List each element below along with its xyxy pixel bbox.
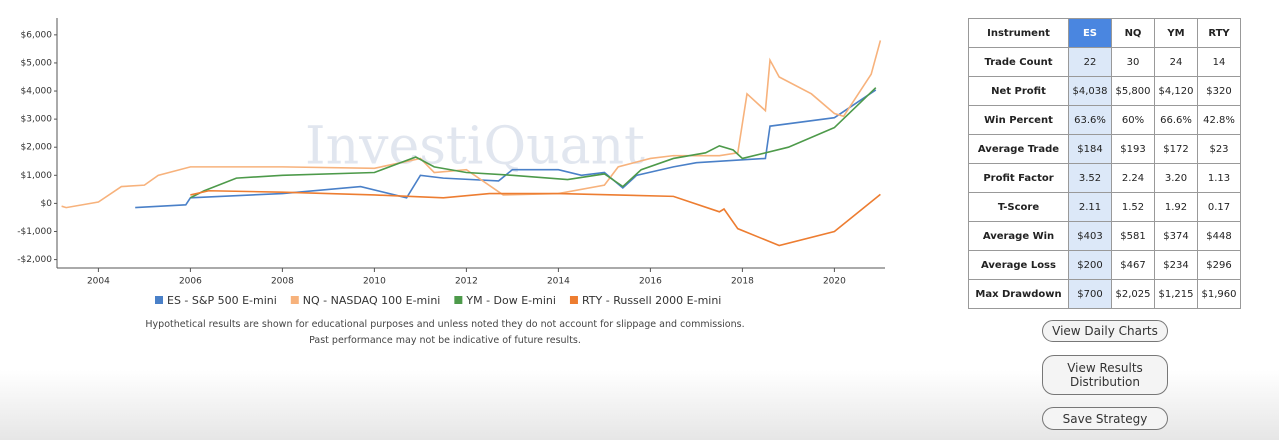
y-tick-label: $3,000 <box>21 115 53 125</box>
table-row: Win Percent 63.6% 60% 66.6% 42.8% <box>968 105 1241 135</box>
table-cell: 1.52 <box>1111 192 1155 222</box>
table-cell: $296 <box>1197 250 1241 280</box>
table-cell: Instrument <box>968 18 1069 48</box>
table-cell: 30 <box>1111 47 1155 77</box>
table-cell: $172 <box>1154 134 1198 164</box>
table-cell: $23 <box>1197 134 1241 164</box>
table-cell: 1.92 <box>1154 192 1198 222</box>
table-cell: $2,025 <box>1111 279 1155 309</box>
disclaimer: Past performance may not be indicative o… <box>309 335 581 346</box>
x-tick-label: 2018 <box>731 277 754 287</box>
table-cell: 2.24 <box>1111 163 1155 193</box>
y-tick-label: $5,000 <box>21 58 53 68</box>
y-tick-label: -$1,000 <box>17 227 52 237</box>
series-line <box>190 87 877 199</box>
table-cell: $700 <box>1068 279 1112 309</box>
y-tick-label: $6,000 <box>21 30 53 40</box>
legend-swatch <box>155 296 163 304</box>
legend-label: YM - Dow E-mini <box>465 294 556 307</box>
table-cell: 24 <box>1154 47 1198 77</box>
table-cell: NQ <box>1111 18 1155 48</box>
table-cell: 60% <box>1111 105 1155 135</box>
table-cell: $1,215 <box>1154 279 1198 309</box>
y-tick-label: $2,000 <box>21 143 53 153</box>
results-table: Instrument ES NQ YM RTY Trade Count 22 30 24 14 Ne… <box>968 18 1241 309</box>
table-cell: $234 <box>1154 250 1198 280</box>
table-cell: 0.17 <box>1197 192 1241 222</box>
table-cell: Average Loss <box>968 250 1069 280</box>
disclaimer: Hypothetical results are shown for educa… <box>145 319 745 330</box>
x-tick-label: 2014 <box>547 277 570 287</box>
table-cell: $374 <box>1154 221 1198 251</box>
table-cell: 2.11 <box>1068 192 1112 222</box>
table-cell: Trade Count <box>968 47 1069 77</box>
button[interactable]: View Daily Charts <box>1042 320 1168 342</box>
table-row: Max Drawdown $700 $2,025 $1,215 $1,960 <box>968 279 1241 309</box>
table-cell: $4,038 <box>1068 76 1112 106</box>
series-line <box>61 40 882 209</box>
button[interactable]: Save Strategy <box>1042 407 1168 430</box>
series-line <box>135 89 877 209</box>
x-tick-label: 2004 <box>87 277 110 287</box>
table-row: Net Profit $4,038 $5,800 $4,120 $320 <box>968 76 1241 106</box>
y-tick-label: $4,000 <box>21 87 53 97</box>
table-cell: Profit Factor <box>968 163 1069 193</box>
x-tick-label: 2006 <box>179 277 202 287</box>
y-tick-label: $0 <box>41 199 53 209</box>
table-cell: T-Score <box>968 192 1069 222</box>
legend-label: NQ - NASDAQ 100 E-mini <box>303 294 441 307</box>
button[interactable]: View Results Distribution <box>1042 355 1168 395</box>
table-cell: 66.6% <box>1154 105 1198 135</box>
table-row: Average Loss $200 $467 $234 $296 <box>968 250 1241 280</box>
table-cell: $403 <box>1068 221 1112 251</box>
table-cell: Net Profit <box>968 76 1069 106</box>
table-cell: $467 <box>1111 250 1155 280</box>
table-row: Profit Factor 3.52 2.24 3.20 1.13 <box>968 163 1241 193</box>
chart: InvestiQuant -$2,000 -$1,000 $0 $1,000 $2,00… <box>17 18 885 307</box>
table-row: Average Win $403 $581 $374 $448 <box>968 221 1241 251</box>
table-row: T-Score 2.11 1.52 1.92 0.17 <box>968 192 1241 222</box>
table-cell: $4,120 <box>1154 76 1198 106</box>
table-cell: $1,960 <box>1197 279 1241 309</box>
table-cell: Average Trade <box>968 134 1069 164</box>
table-cell: 63.6% <box>1068 105 1112 135</box>
table-cell: Win Percent <box>968 105 1069 135</box>
table-cell: $5,800 <box>1111 76 1155 106</box>
legend-swatch <box>454 296 463 304</box>
table-cell: ES <box>1068 18 1112 48</box>
table-cell: 14 <box>1197 47 1241 77</box>
x-tick-label: 2016 <box>639 277 662 287</box>
x-tick-label: 2020 <box>823 277 846 287</box>
table-cell: Average Win <box>968 221 1069 251</box>
table-cell: $184 <box>1068 134 1112 164</box>
legend-swatch <box>569 296 578 304</box>
table-row: Average Trade $184 $193 $172 $23 <box>968 134 1241 164</box>
series-line <box>190 189 881 247</box>
legend-label: ES - S&P 500 E-mini <box>167 294 277 307</box>
table-row: Instrument ES NQ YM RTY <box>968 18 1241 48</box>
table-cell: $320 <box>1197 76 1241 106</box>
y-tick-label: -$2,000 <box>17 255 52 265</box>
x-tick-label: 2012 <box>455 277 478 287</box>
table-cell: 22 <box>1068 47 1112 77</box>
table-cell: YM <box>1154 18 1198 48</box>
table-cell: $581 <box>1111 221 1155 251</box>
legend-label: RTY - Russell 2000 E-mini <box>582 294 721 307</box>
legend-swatch <box>290 296 299 304</box>
table-cell: 42.8% <box>1197 105 1241 135</box>
y-tick-label: $1,000 <box>21 171 53 181</box>
table-cell: RTY <box>1197 18 1241 48</box>
watermark: InvestiQuant <box>305 117 645 177</box>
table-cell: Max Drawdown <box>968 279 1069 309</box>
table-cell: 3.20 <box>1154 163 1198 193</box>
table-cell: 3.52 <box>1068 163 1112 193</box>
table-cell: 1.13 <box>1197 163 1241 193</box>
table-row: Trade Count 22 30 24 14 <box>968 47 1241 77</box>
table-cell: $448 <box>1197 221 1241 251</box>
table-cell: $200 <box>1068 250 1112 280</box>
table-cell: $193 <box>1111 134 1155 164</box>
x-tick-label: 2010 <box>363 277 386 287</box>
x-tick-label: 2008 <box>271 277 294 287</box>
